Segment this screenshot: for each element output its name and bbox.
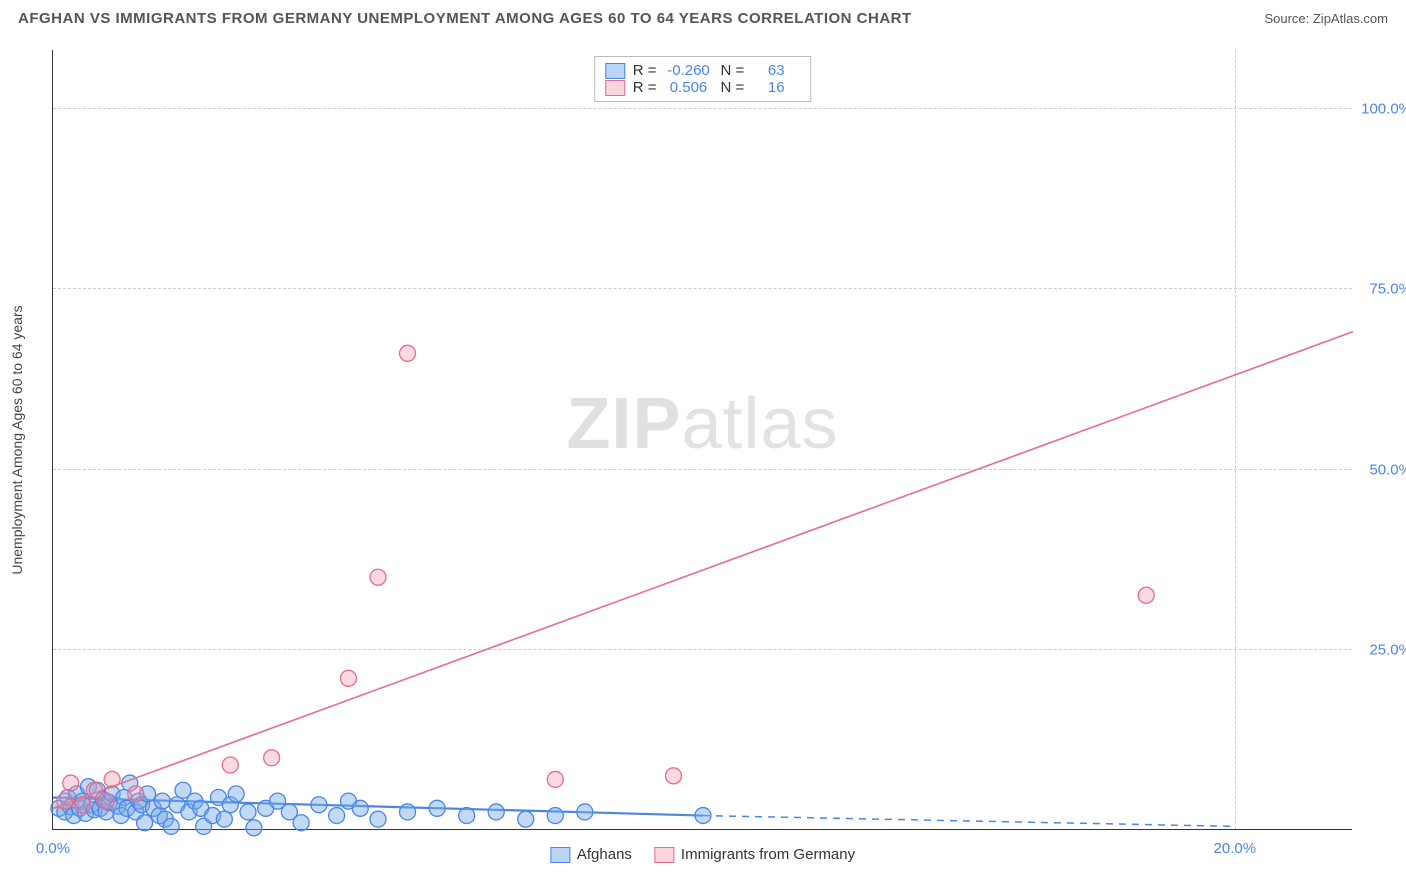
data-point-afghans: [518, 811, 534, 827]
x-tick-label: 0.0%: [36, 840, 70, 857]
legend-label-germany: Immigrants from Germany: [681, 846, 855, 863]
n-label-2: N =: [721, 79, 745, 96]
data-point-germany: [264, 750, 280, 766]
x-tick-label: 20.0%: [1214, 840, 1257, 857]
r-value-afghans: -0.260: [665, 62, 713, 79]
trendline-germany: [53, 332, 1353, 809]
data-point-afghans: [695, 808, 711, 824]
data-point-afghans: [163, 818, 179, 834]
correlation-legend: R = -0.260 N = 63 R = 0.506 N = 16: [594, 56, 812, 102]
swatch-pink-icon-2: [654, 847, 674, 863]
chart-title: AFGHAN VS IMMIGRANTS FROM GERMANY UNEMPL…: [18, 10, 912, 27]
legend-row-germany: R = 0.506 N = 16: [605, 79, 801, 96]
legend-item-afghans: Afghans: [550, 846, 632, 863]
data-point-afghans: [216, 811, 232, 827]
data-point-germany: [63, 775, 79, 791]
r-label-2: R =: [633, 79, 657, 96]
data-point-afghans: [370, 811, 386, 827]
data-point-germany: [665, 768, 681, 784]
data-point-afghans: [154, 793, 170, 809]
r-value-germany: 0.506: [665, 79, 713, 96]
data-point-germany: [104, 771, 120, 787]
source-link[interactable]: ZipAtlas.com: [1313, 11, 1388, 26]
data-point-afghans: [352, 800, 368, 816]
swatch-blue-icon: [605, 63, 625, 79]
r-label: R =: [633, 62, 657, 79]
legend-label-afghans: Afghans: [577, 846, 632, 863]
data-point-germany: [57, 793, 73, 809]
data-point-germany: [98, 793, 114, 809]
data-point-germany: [370, 569, 386, 585]
plot-area: Unemployment Among Ages 60 to 64 years 2…: [52, 50, 1352, 830]
chart-container: Unemployment Among Ages 60 to 64 years 2…: [52, 50, 1352, 830]
source-prefix: Source:: [1264, 11, 1312, 26]
series-legend: Afghans Immigrants from Germany: [550, 846, 855, 863]
legend-item-germany: Immigrants from Germany: [654, 846, 855, 863]
data-point-germany: [400, 345, 416, 361]
data-point-germany: [1138, 587, 1154, 603]
y-tick-label: 25.0%: [1357, 642, 1406, 659]
data-point-afghans: [246, 820, 262, 836]
y-tick-label: 50.0%: [1357, 461, 1406, 478]
n-value-afghans: 63: [752, 62, 800, 79]
y-axis-title: Unemployment Among Ages 60 to 64 years: [9, 305, 25, 574]
data-point-afghans: [488, 804, 504, 820]
y-tick-label: 75.0%: [1357, 281, 1406, 298]
n-value-germany: 16: [752, 79, 800, 96]
swatch-blue-icon-2: [550, 847, 570, 863]
scatter-plot-svg: [53, 50, 1353, 830]
legend-row-afghans: R = -0.260 N = 63: [605, 62, 801, 79]
data-point-germany: [75, 797, 91, 813]
data-point-afghans: [293, 815, 309, 831]
swatch-pink-icon: [605, 80, 625, 96]
data-point-germany: [340, 670, 356, 686]
data-point-afghans: [329, 808, 345, 824]
data-point-afghans: [240, 804, 256, 820]
data-point-afghans: [311, 797, 327, 813]
data-point-afghans: [459, 808, 475, 824]
data-point-germany: [547, 771, 563, 787]
data-point-afghans: [577, 804, 593, 820]
data-point-afghans: [137, 815, 153, 831]
n-label: N =: [721, 62, 745, 79]
trendline-dashed-afghans: [703, 816, 1235, 827]
data-point-afghans: [547, 808, 563, 824]
data-point-afghans: [228, 786, 244, 802]
source-attribution: Source: ZipAtlas.com: [1264, 11, 1388, 26]
data-point-germany: [128, 786, 144, 802]
y-tick-label: 100.0%: [1357, 100, 1406, 117]
data-point-germany: [222, 757, 238, 773]
data-point-afghans: [429, 800, 445, 816]
data-point-afghans: [400, 804, 416, 820]
